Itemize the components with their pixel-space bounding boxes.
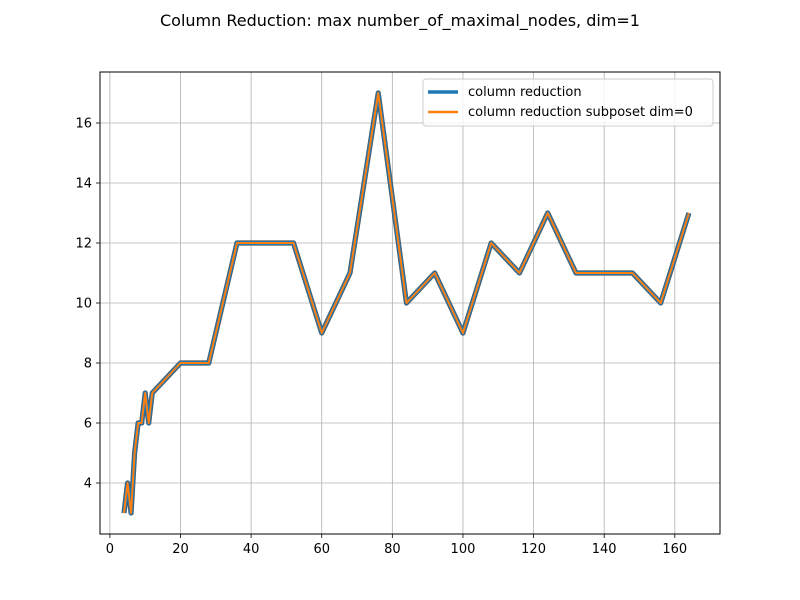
y-tick-label: 12 bbox=[75, 237, 92, 252]
x-tick-label: 160 bbox=[662, 542, 687, 557]
x-tick-label: 20 bbox=[172, 542, 189, 557]
legend-label-column-reduction-subposet: column reduction subposet dim=0 bbox=[468, 105, 693, 120]
x-tick-label: 0 bbox=[106, 542, 114, 557]
y-tick-label: 4 bbox=[84, 477, 92, 492]
legend-label-column-reduction: column reduction bbox=[468, 85, 582, 100]
axis-ticks: 0 20 40 60 80 100 120 140 160 4 6 8 10 12 14 16 bbox=[75, 117, 687, 558]
x-tick-label: 80 bbox=[384, 542, 401, 557]
y-tick-label: 10 bbox=[75, 297, 92, 312]
legend: column reduction column reduction subpos… bbox=[422, 78, 714, 127]
series-lines bbox=[121, 90, 692, 516]
x-tick-label: 40 bbox=[243, 542, 260, 557]
y-tick-label: 14 bbox=[75, 177, 92, 192]
x-tick-label: 60 bbox=[313, 542, 330, 557]
chart-title: Column Reduction: max number_of_maximal_… bbox=[160, 11, 640, 31]
x-tick-label: 100 bbox=[451, 542, 476, 557]
y-tick-label: 16 bbox=[75, 117, 92, 132]
x-tick-label: 120 bbox=[521, 542, 546, 557]
x-tick-label: 140 bbox=[592, 542, 617, 557]
y-tick-label: 6 bbox=[84, 417, 92, 432]
y-tick-label: 8 bbox=[84, 357, 92, 372]
legend-box bbox=[422, 78, 714, 127]
series-line-column-reduction-subposet bbox=[123, 92, 690, 514]
